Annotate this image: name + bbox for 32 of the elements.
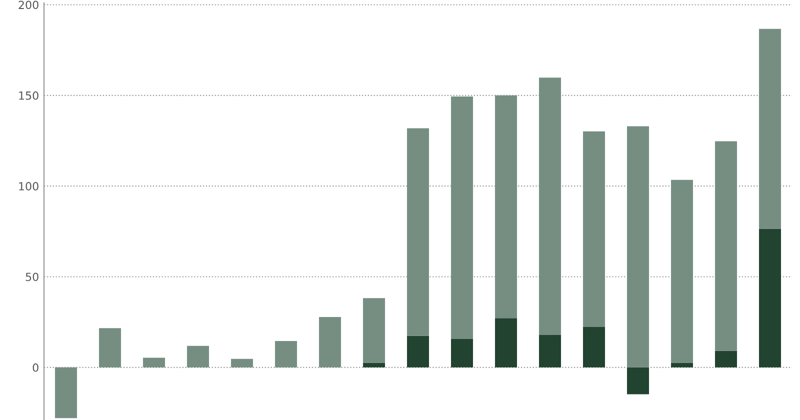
bar [407,336,429,368]
bar [759,228,781,368]
bar [143,358,165,368]
bar [583,326,605,368]
y-tick-label: 150 [19,91,38,100]
bar [759,28,781,229]
y-tick-label: 50 [26,272,38,282]
bar [275,340,297,368]
bar [55,367,77,418]
bar [363,298,385,363]
bar [583,131,605,327]
y-tick-label: 100 [19,182,38,190]
bar [363,362,385,368]
bar [231,358,253,368]
bar [627,126,649,368]
bar [451,338,473,368]
bar [407,128,429,336]
bar [187,346,209,368]
bar [715,141,737,351]
bar [715,350,737,368]
bar [495,318,517,368]
bar [671,362,693,368]
bar [627,367,649,394]
bar [451,96,473,339]
bar [99,328,121,368]
bar [539,334,561,368]
y-tick-label: 0 [32,363,38,372]
bar [495,95,517,318]
bar [319,317,341,368]
bar [539,78,561,335]
y-tick-label: 200 [18,0,38,10]
bar [671,180,693,363]
